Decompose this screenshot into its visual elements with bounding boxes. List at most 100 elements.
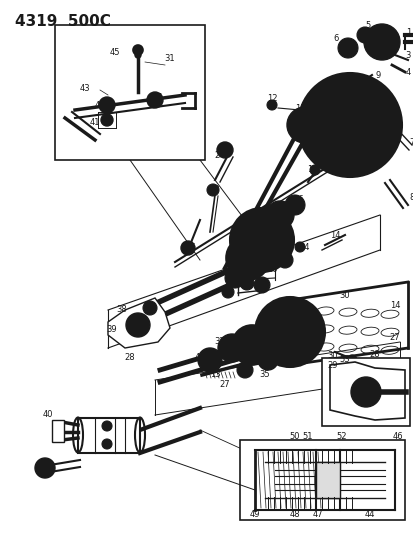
Text: 44: 44 <box>194 353 205 362</box>
Text: 18: 18 <box>239 261 250 270</box>
Circle shape <box>357 384 373 400</box>
Circle shape <box>197 348 221 372</box>
Circle shape <box>266 201 293 229</box>
Circle shape <box>263 356 271 364</box>
Text: 44: 44 <box>364 511 374 520</box>
Text: 2: 2 <box>385 26 390 35</box>
Circle shape <box>274 317 304 347</box>
Circle shape <box>221 286 233 298</box>
Text: 16: 16 <box>292 196 303 205</box>
Text: 43: 43 <box>79 84 90 93</box>
Circle shape <box>236 362 252 378</box>
Circle shape <box>216 142 233 158</box>
Circle shape <box>102 439 112 449</box>
Circle shape <box>257 350 277 370</box>
Text: 19: 19 <box>244 230 255 239</box>
Text: 23: 23 <box>209 185 220 195</box>
Text: 30: 30 <box>282 327 292 336</box>
Text: 33: 33 <box>246 341 257 350</box>
Circle shape <box>266 100 276 110</box>
Text: 13: 13 <box>209 370 220 379</box>
Bar <box>240 440 404 520</box>
Bar <box>321 358 409 426</box>
Text: 27: 27 <box>219 381 230 390</box>
Circle shape <box>289 200 299 210</box>
Circle shape <box>240 333 263 357</box>
Text: 26: 26 <box>185 244 196 253</box>
Circle shape <box>135 52 141 58</box>
Text: 42: 42 <box>95 101 105 109</box>
Text: 27: 27 <box>224 286 235 295</box>
Circle shape <box>235 246 259 270</box>
Circle shape <box>142 301 157 315</box>
Circle shape <box>101 114 113 126</box>
Text: 24: 24 <box>214 150 225 159</box>
Circle shape <box>294 242 304 252</box>
Circle shape <box>224 268 244 288</box>
Circle shape <box>230 208 293 272</box>
Circle shape <box>343 44 351 52</box>
Circle shape <box>354 78 364 88</box>
Circle shape <box>204 354 216 366</box>
Circle shape <box>225 236 269 280</box>
Circle shape <box>218 334 245 362</box>
Text: 49: 49 <box>249 511 260 520</box>
Circle shape <box>240 218 283 262</box>
Circle shape <box>331 107 367 143</box>
Circle shape <box>224 341 238 355</box>
Text: 53: 53 <box>339 356 349 365</box>
Text: 9: 9 <box>375 70 380 79</box>
Text: 55: 55 <box>43 464 53 472</box>
Text: 30: 30 <box>327 351 337 360</box>
Circle shape <box>286 107 322 143</box>
Text: 46: 46 <box>392 432 402 441</box>
Circle shape <box>272 208 286 222</box>
Polygon shape <box>108 298 170 348</box>
Circle shape <box>319 95 379 155</box>
Text: 12: 12 <box>266 93 277 102</box>
Circle shape <box>231 325 271 365</box>
Text: 29: 29 <box>327 361 337 370</box>
Text: 10: 10 <box>362 84 373 93</box>
Text: 37: 37 <box>242 282 253 292</box>
Text: 14: 14 <box>389 301 399 310</box>
Text: 25: 25 <box>231 278 242 287</box>
Circle shape <box>284 195 304 215</box>
Bar <box>55 25 204 160</box>
Text: 14: 14 <box>329 230 339 239</box>
Text: 28: 28 <box>369 351 380 359</box>
Circle shape <box>254 297 324 367</box>
Circle shape <box>133 45 142 55</box>
Circle shape <box>133 320 142 330</box>
Text: 6: 6 <box>332 34 338 43</box>
Text: 47: 47 <box>312 511 323 520</box>
Circle shape <box>103 101 111 109</box>
Text: 50: 50 <box>289 432 299 441</box>
Text: 28: 28 <box>124 353 135 362</box>
Circle shape <box>230 273 240 283</box>
Text: 1: 1 <box>406 28 411 36</box>
Circle shape <box>361 388 369 396</box>
Text: 32: 32 <box>214 337 225 346</box>
Text: 4: 4 <box>404 68 410 77</box>
Text: 45: 45 <box>109 47 120 56</box>
Bar <box>52 420 64 442</box>
Text: 52: 52 <box>336 432 347 441</box>
Text: 54: 54 <box>299 244 309 253</box>
Circle shape <box>350 377 380 407</box>
Text: 20: 20 <box>267 265 278 274</box>
Circle shape <box>249 228 273 252</box>
Text: 11: 11 <box>294 103 304 112</box>
Circle shape <box>346 355 356 365</box>
Circle shape <box>337 38 357 58</box>
Circle shape <box>339 115 359 135</box>
Circle shape <box>126 313 150 337</box>
Circle shape <box>254 277 269 293</box>
Bar <box>315 462 339 498</box>
Circle shape <box>363 24 399 60</box>
Circle shape <box>264 307 314 357</box>
Circle shape <box>356 27 372 43</box>
Text: 27: 27 <box>389 334 399 343</box>
Text: 17: 17 <box>306 166 316 174</box>
Text: 40: 40 <box>43 410 53 419</box>
